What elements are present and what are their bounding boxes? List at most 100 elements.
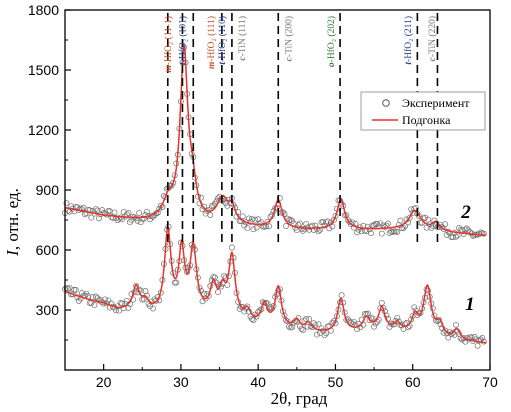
data-point: [369, 315, 376, 322]
peak-label-text: -TiN (220): [427, 16, 438, 57]
data-point: [366, 317, 373, 323]
legend-marker-experiment: [382, 99, 390, 107]
y-tick-label: 1800: [28, 2, 59, 18]
data-point: [283, 223, 289, 229]
data-point: [466, 229, 473, 236]
data-point: [261, 299, 268, 306]
data-point: [123, 297, 130, 304]
data-point: [199, 298, 206, 305]
data-point: [72, 287, 79, 293]
tick-labels: 20 30 40 50 60 70 300 600 900 1200 1500 1800: [28, 2, 498, 390]
data-point: [378, 299, 385, 306]
data-point: [338, 292, 345, 299]
data-point: [320, 218, 327, 225]
peak-label-text: -HfO₂ (202): [326, 16, 337, 62]
peak-label-m: m-HfO₂ (111): [206, 16, 217, 69]
data-point: [445, 334, 452, 341]
data-point: [453, 233, 459, 240]
data-point: [133, 282, 140, 289]
data-point: [303, 316, 310, 322]
legend-label-experiment: Эксперимент: [402, 96, 470, 110]
data-point: [306, 316, 313, 323]
data-point: [241, 308, 248, 315]
data-point: [125, 304, 132, 311]
data-point: [456, 225, 463, 231]
peak-label-phase: m: [207, 62, 217, 69]
data-point: [443, 231, 450, 238]
x-tick-label: 50: [328, 374, 344, 390]
data-point: [323, 219, 330, 226]
data-point: [224, 281, 231, 288]
data-point: [140, 215, 147, 222]
peak-label-c: c-TiN (200): [283, 16, 294, 61]
data-point: [480, 230, 487, 237]
data-point: [315, 321, 322, 328]
data-point: [289, 324, 296, 331]
data-point: [324, 218, 331, 225]
x-axis-label: 2θ, град: [271, 389, 328, 408]
data-point: [150, 305, 157, 312]
data-point: [250, 226, 257, 233]
data-point: [157, 202, 164, 209]
data-point: [409, 210, 416, 217]
peak-label-phase: c: [238, 56, 248, 61]
data-point: [99, 207, 106, 214]
data-point: [102, 296, 109, 303]
data-point: [221, 272, 228, 279]
data-point: [474, 342, 481, 349]
data-point: [215, 289, 221, 296]
data-point: [451, 331, 458, 338]
peak-label-o: o-HfO₂ (202): [326, 16, 337, 67]
data-point: [125, 210, 132, 216]
peak-label-t: t-HfO₂ (110): [217, 16, 228, 65]
legend-label-fit: Подгонка: [402, 113, 451, 127]
data-point: [448, 331, 455, 338]
data-point: [143, 208, 150, 215]
peak-label-phase: m: [164, 65, 174, 72]
y-tick-label: 900: [36, 182, 60, 198]
data-point: [304, 323, 311, 330]
data-point: [284, 318, 291, 325]
data-point: [344, 216, 351, 223]
data-point: [347, 221, 354, 227]
data-point: [298, 325, 305, 332]
peak-label-text: -HfO₂ (101): [178, 16, 189, 62]
peak-label-t: t-HfO₂ (211): [403, 16, 414, 65]
y-axis-units: , отн. ед.: [3, 188, 22, 250]
x-tick-label: 70: [482, 374, 498, 390]
peak-label-phase: t: [179, 62, 189, 65]
data-point: [301, 226, 308, 233]
data-point: [479, 335, 486, 341]
data-point: [105, 297, 112, 304]
data-point: [463, 225, 470, 232]
data-point: [170, 179, 177, 186]
peak-label-c: c-TiN (220): [427, 16, 438, 61]
y-axis-symbol: I: [3, 249, 22, 257]
data-point: [80, 204, 87, 211]
x-tick-label: 20: [96, 374, 112, 390]
data-point: [321, 332, 328, 339]
x-tick-label: 60: [405, 374, 421, 390]
series-2-fit-line: [64, 43, 487, 237]
data-point: [330, 217, 337, 224]
data-point: [63, 200, 70, 207]
peak-label-text: -HfO₂ (11-1): [163, 16, 174, 65]
peak-label-phase: t: [218, 62, 228, 65]
curve-labels: 21: [460, 202, 474, 315]
axes: [64, 9, 491, 371]
data-point: [63, 284, 70, 291]
data-point: [300, 327, 306, 333]
series-1-fit-line: [64, 225, 487, 344]
data-point: [253, 224, 260, 231]
data-point: [431, 217, 438, 224]
data-point: [79, 206, 85, 213]
data-point: [385, 220, 391, 227]
data-point: [244, 225, 251, 232]
data-point: [275, 287, 282, 294]
data-point: [94, 207, 101, 214]
data-point: [287, 216, 294, 223]
data-point: [239, 213, 246, 220]
data-point: [113, 307, 119, 314]
data-point: [422, 214, 429, 221]
data-point: [368, 230, 374, 237]
